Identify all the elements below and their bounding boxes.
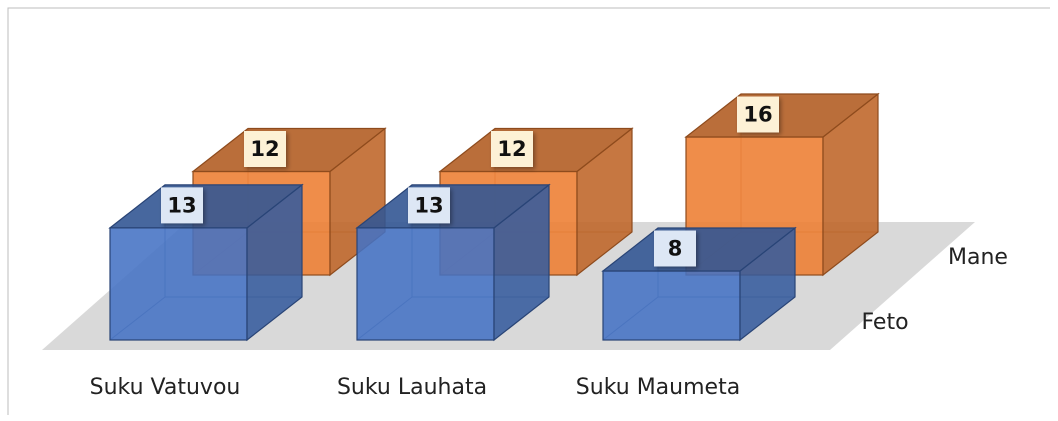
bar-box bbox=[601, 226, 797, 342]
bar-top bbox=[191, 127, 387, 173]
bar bbox=[602, 270, 741, 341]
value-label-box bbox=[737, 96, 779, 133]
value-label: 8 bbox=[668, 237, 683, 261]
legend-label: Feto bbox=[861, 310, 908, 335]
value-label: 13 bbox=[414, 193, 443, 217]
x-tick-label: Suku Vatuvou bbox=[90, 375, 241, 400]
value-label-box bbox=[491, 131, 533, 167]
bar-top bbox=[438, 127, 634, 173]
bar-top bbox=[355, 184, 551, 229]
legend-label: Mane bbox=[948, 245, 1008, 270]
value-label-box bbox=[654, 230, 696, 267]
bar-top bbox=[601, 227, 797, 272]
bar bbox=[109, 227, 248, 341]
chart-frame bbox=[7, 7, 1050, 415]
x-tick-label: Suku Maumeta bbox=[576, 375, 740, 400]
value-label-box bbox=[408, 187, 450, 224]
bar-box bbox=[108, 183, 304, 342]
bar-top bbox=[108, 184, 304, 229]
value-label: 13 bbox=[167, 193, 196, 217]
value-label-box bbox=[161, 187, 203, 224]
bar-box bbox=[355, 183, 551, 342]
x-tick-label: Suku Lauhata bbox=[337, 375, 487, 400]
value-label: 12 bbox=[497, 137, 526, 161]
value-label: 16 bbox=[743, 103, 772, 127]
value-label-box bbox=[244, 131, 286, 167]
bar-top bbox=[684, 93, 880, 138]
value-label: 12 bbox=[250, 137, 279, 161]
bar bbox=[356, 227, 495, 341]
